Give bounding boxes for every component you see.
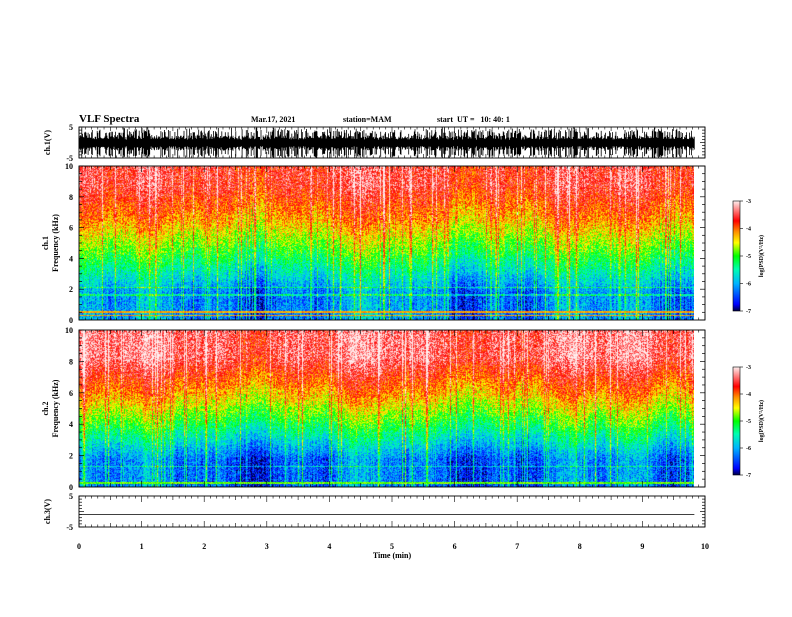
x-tick-label: 8	[578, 542, 582, 551]
y-tick-label: 6	[69, 224, 73, 233]
y-tick-label: -5	[66, 154, 73, 163]
ch1-colorbar-tick-label: -6	[746, 282, 751, 288]
ch2-colorbar-tick-label: -3	[746, 365, 751, 371]
y-tick-label: 10	[65, 326, 73, 335]
start-time-label: start UT = 10: 40: 1	[437, 115, 510, 124]
x-tick-label: 10	[701, 542, 709, 551]
ch1-colorbar-tick-label: -5	[746, 254, 751, 260]
y-tick-label: 2	[69, 285, 73, 294]
ch3-ylabel: ch.3(V)	[43, 499, 52, 524]
figure-title: VLF Spectra	[79, 113, 140, 125]
ch1-spectrogram	[79, 166, 694, 320]
y-tick-label: 6	[69, 389, 73, 398]
ch2-colorbar-tick-label: -5	[746, 419, 751, 425]
x-tick-label: 2	[202, 542, 206, 551]
ch2-spectrogram	[79, 330, 694, 487]
ch1-colorbar-tick-label: -4	[746, 227, 751, 233]
ch2-colorbar	[732, 366, 741, 476]
x-tick-label: 4	[327, 542, 331, 551]
ch2-colorbar-label: log(PSD)(V²/Hz)	[758, 400, 765, 442]
ch1-waveform	[78, 127, 695, 158]
y-tick-label: -5	[66, 523, 73, 532]
ch1-spectrogram-ylabel: Frequency (kHz)	[51, 214, 60, 272]
y-tick-label: 10	[65, 162, 73, 171]
y-tick-label: 8	[69, 357, 73, 366]
y-tick-label: 0	[69, 316, 73, 325]
x-tick-label: 9	[640, 542, 644, 551]
ch1-spectrogram-ylabel-channel: ch.1	[41, 236, 50, 250]
y-tick-label: 8	[69, 193, 73, 202]
y-tick-label: 5	[69, 492, 73, 501]
y-tick-label: 4	[69, 420, 73, 429]
ch2-colorbar-tick-label: -7	[746, 473, 751, 479]
ch1-colorbar-tick-label: -7	[746, 309, 751, 315]
date-label: Mar.17, 2021	[251, 115, 295, 124]
ch2-colorbar-tick-label: -6	[746, 446, 751, 452]
x-tick-label: 7	[515, 542, 519, 551]
ch1-ylabel: ch.1(V)	[43, 130, 52, 155]
x-axis-label: Time (min)	[373, 551, 412, 560]
y-tick-label: 5	[69, 123, 73, 132]
y-tick-label: 4	[69, 254, 73, 263]
ch2-spectrogram-ylabel-channel: ch.2	[41, 402, 50, 416]
x-tick-label: 6	[453, 542, 457, 551]
ch1-colorbar-tick-label: -3	[746, 199, 751, 205]
ch2-spectrogram-ylabel: Frequency (kHz)	[51, 379, 60, 437]
y-tick-label: 2	[69, 452, 73, 461]
x-tick-label: 3	[265, 542, 269, 551]
ch1-colorbar-label: log(PSD)(V²/Hz)	[758, 235, 765, 277]
ch1-colorbar	[732, 200, 741, 312]
x-tick-label: 5	[390, 542, 394, 551]
y-tick-label: 0	[69, 483, 73, 492]
ch2-colorbar-tick-label: -4	[746, 392, 751, 398]
x-tick-label: 1	[140, 542, 144, 551]
station-label: station=MAM	[343, 115, 392, 124]
x-tick-label: 0	[77, 542, 81, 551]
